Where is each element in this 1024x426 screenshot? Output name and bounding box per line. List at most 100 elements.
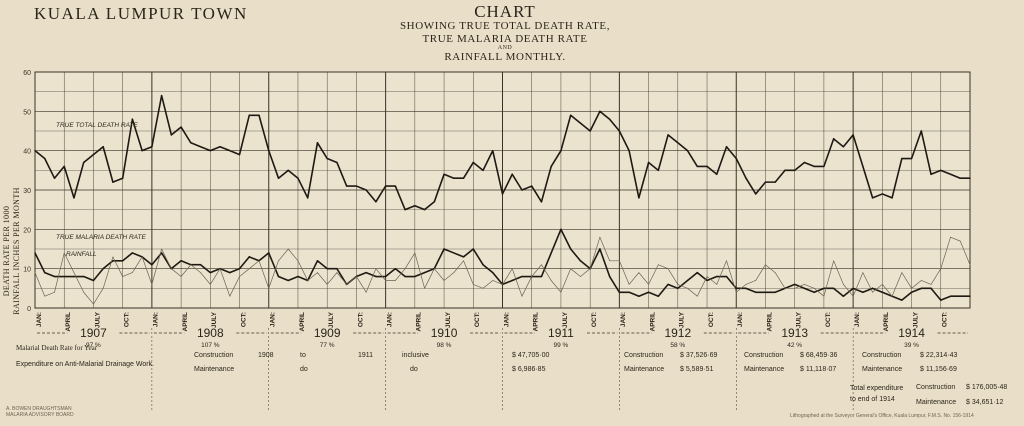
data-point (648, 284, 649, 285)
data-point (423, 271, 426, 274)
data-point (618, 130, 621, 132)
data-point (83, 291, 85, 293)
construction-label-1913: Construction (744, 352, 784, 359)
month-tick-label: JAN: (854, 312, 861, 327)
construction-1912: $ 37,526·69 (680, 352, 718, 359)
data-point (297, 275, 299, 278)
y-tick-label: 60 (23, 70, 31, 77)
data-point (102, 267, 104, 270)
construction-label-1912: Construction (624, 352, 664, 359)
month-tick-label: OCT: (474, 312, 481, 327)
month-tick-label: APRIL (883, 312, 890, 332)
town-name: KUALA LUMPUR TOWN (34, 4, 248, 23)
data-point (686, 149, 689, 152)
data-point (93, 303, 94, 305)
data-point (443, 248, 445, 250)
data-point (793, 169, 796, 172)
month-tick-label: JAN: (737, 312, 744, 327)
data-point (151, 146, 153, 148)
data-point (531, 185, 533, 187)
data-point (871, 287, 874, 290)
data-point (433, 201, 436, 203)
data-point (462, 177, 465, 179)
data-point (258, 260, 260, 262)
data-point (959, 177, 961, 179)
data-point (755, 193, 757, 195)
data-point (940, 169, 942, 172)
data-point (92, 153, 95, 156)
data-point (345, 185, 348, 187)
data-point (404, 275, 406, 278)
data-point (628, 284, 630, 285)
data-point (268, 149, 270, 152)
data-point (589, 130, 591, 132)
data-point (745, 287, 747, 290)
data-point (453, 177, 455, 179)
data-point (384, 275, 387, 278)
year-label: 1913 (781, 326, 808, 340)
data-point (638, 272, 640, 273)
data-point (82, 275, 85, 278)
data-point (842, 146, 845, 148)
data-point (44, 157, 46, 160)
month-tick-label: JULY (679, 311, 686, 328)
data-point (424, 287, 425, 289)
data-point (920, 280, 922, 281)
data-point (871, 197, 874, 199)
data-point (608, 118, 611, 120)
data-point (54, 291, 55, 293)
month-tick-label: OCT: (591, 312, 598, 327)
data-point (229, 271, 231, 274)
data-point (131, 118, 134, 120)
data-point (443, 280, 445, 281)
data-point (44, 295, 46, 297)
data-point (287, 279, 289, 282)
data-point (239, 276, 240, 277)
data-point (667, 283, 669, 286)
data-point (492, 280, 494, 281)
total-maintenance: $ 34,651·12 (966, 399, 1004, 406)
data-point (881, 193, 884, 195)
data-point (716, 173, 718, 175)
data-point (238, 153, 241, 156)
data-point (745, 177, 747, 179)
data-point (82, 161, 85, 164)
data-point (852, 295, 854, 297)
data-point (131, 272, 133, 273)
data-point (190, 142, 192, 144)
data-point (803, 287, 806, 290)
y-tick-label: 30 (23, 188, 31, 195)
year-label: 1908 (197, 326, 224, 340)
data-point (735, 287, 737, 290)
data-point (725, 146, 728, 148)
series-annotation: RAINFALL (66, 251, 97, 258)
data-point (482, 169, 484, 172)
data-point (842, 284, 844, 285)
data-point (122, 276, 124, 277)
data-point (580, 276, 581, 277)
month-tick-label: JULY (562, 311, 569, 328)
data-point (891, 197, 893, 199)
data-point (73, 275, 75, 278)
data-point (316, 260, 319, 262)
data-point (511, 279, 513, 282)
data-point (326, 157, 328, 160)
data-point (502, 284, 503, 285)
data-point (336, 272, 338, 273)
data-point (531, 276, 533, 277)
data-point (278, 260, 279, 262)
data-point (862, 272, 864, 273)
maintenance-1914: $ 11,156·69 (920, 366, 957, 373)
total-label-2: to end of 1914 (850, 396, 895, 403)
data-point (355, 185, 358, 187)
y-tick-label: 20 (23, 227, 31, 234)
data-point (326, 284, 328, 285)
data-point (151, 284, 153, 285)
data-point (92, 279, 95, 282)
month-tick-label: APRIL (65, 312, 72, 332)
data-point (317, 272, 318, 273)
data-point (34, 252, 36, 254)
data-point (696, 271, 698, 274)
data-point (647, 291, 650, 293)
malaria-rate-label: 77 % (320, 342, 335, 349)
